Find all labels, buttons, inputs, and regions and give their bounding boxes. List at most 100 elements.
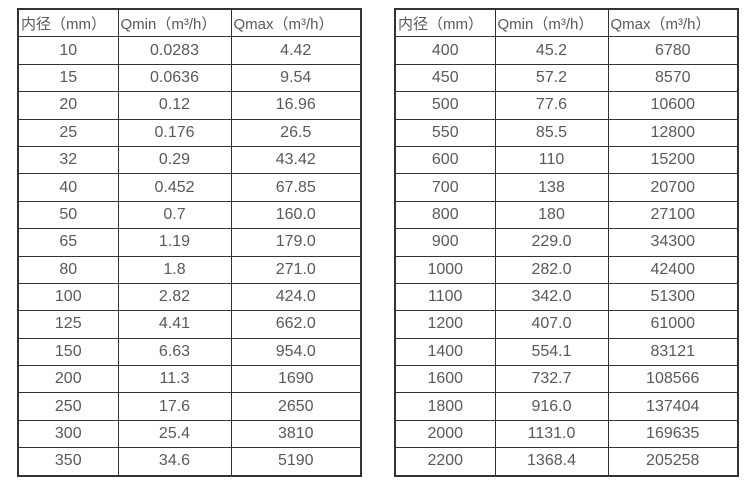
table-cell: 6780 xyxy=(607,36,739,65)
table-row: 50 0.7 160.0 xyxy=(17,200,362,230)
table-cell: 400 xyxy=(394,36,496,65)
table-row: 450 57.2 8570 xyxy=(394,63,739,93)
table-cell: 51300 xyxy=(607,282,739,312)
table-row: 250 17.6 2650 xyxy=(17,392,362,421)
table-cell: 27100 xyxy=(607,200,739,230)
table-cell: 34300 xyxy=(607,228,739,257)
table-cell: 150 xyxy=(17,337,119,367)
table-row: 1600 732.7 108566 xyxy=(394,365,739,394)
table-row: 150 6.63 954.0 xyxy=(17,337,362,367)
table-cell: 1600 xyxy=(394,365,496,394)
table-cell: 424.0 xyxy=(230,282,362,312)
table-row: 1800 916.0 137404 xyxy=(394,392,739,421)
table-cell: 407.0 xyxy=(494,310,609,339)
table-cell: 5190 xyxy=(230,447,362,477)
table-cell: 1200 xyxy=(394,310,496,339)
table-cell: 10600 xyxy=(607,91,739,120)
column-header: Qmin（m³/h） xyxy=(117,8,232,38)
table-cell: 1.19 xyxy=(117,228,232,257)
table-cell: 25.4 xyxy=(117,419,232,449)
table-row: 1400 554.1 83121 xyxy=(394,337,739,367)
table-cell: 1131.0 xyxy=(494,419,609,449)
table-cell: 200 xyxy=(17,365,119,394)
table-cell: 2000 xyxy=(394,419,496,449)
column-header: Qmax（m³/h） xyxy=(230,8,362,38)
table-cell: 15 xyxy=(17,63,119,93)
table-cell: 43.42 xyxy=(230,145,362,175)
table-cell: 2200 xyxy=(394,447,496,477)
table-cell: 0.12 xyxy=(117,91,232,120)
table-cell: 1.8 xyxy=(117,255,232,284)
table-cell: 25 xyxy=(17,118,119,147)
table-cell: 0.0636 xyxy=(117,63,232,93)
table-cell: 108566 xyxy=(607,365,739,394)
table-cell: 61000 xyxy=(607,310,739,339)
table-row: 25 0.176 26.5 xyxy=(17,118,362,147)
table-row: 80 1.8 271.0 xyxy=(17,255,362,284)
table-cell: 900 xyxy=(394,228,496,257)
table-cell: 100 xyxy=(17,282,119,312)
table-cell: 282.0 xyxy=(494,255,609,284)
table-row: 65 1.19 179.0 xyxy=(17,228,362,257)
spec-table-right: 内径（mm） Qmin（m³/h） Qmax（m³/h） 400 45.2 6780 450… xyxy=(394,8,739,477)
table-cell: 954.0 xyxy=(230,337,362,367)
table-row: 100 2.82 424.0 xyxy=(17,282,362,312)
table-cell: 77.6 xyxy=(494,91,609,120)
table-cell: 20 xyxy=(17,91,119,120)
table-cell: 138 xyxy=(494,173,609,202)
table-cell: 2650 xyxy=(230,392,362,421)
table-cell: 600 xyxy=(394,145,496,175)
table-cell: 0.29 xyxy=(117,145,232,175)
table-row: 2200 1368.4 205258 xyxy=(394,447,739,477)
table-cell: 0.176 xyxy=(117,118,232,147)
table-cell: 80 xyxy=(17,255,119,284)
table-cell: 662.0 xyxy=(230,310,362,339)
table-row: 20 0.12 16.96 xyxy=(17,91,362,120)
table-cell: 1800 xyxy=(394,392,496,421)
column-header: 内径（mm） xyxy=(394,8,496,38)
table-cell: 8570 xyxy=(607,63,739,93)
table-cell: 4.42 xyxy=(230,36,362,65)
column-header: 内径（mm） xyxy=(17,8,119,38)
table-row: 15 0.0636 9.54 xyxy=(17,63,362,93)
table-cell: 12800 xyxy=(607,118,739,147)
table-cell: 1368.4 xyxy=(494,447,609,477)
table-row: 900 229.0 34300 xyxy=(394,228,739,257)
table-cell: 169635 xyxy=(607,419,739,449)
table-cell: 271.0 xyxy=(230,255,362,284)
table-cell: 3810 xyxy=(230,419,362,449)
table-row: 1000 282.0 42400 xyxy=(394,255,739,284)
table-row: 800 180 27100 xyxy=(394,200,739,230)
table-cell: 250 xyxy=(17,392,119,421)
table-row: 350 34.6 5190 xyxy=(17,447,362,477)
table-cell: 350 xyxy=(17,447,119,477)
table-cell: 16.96 xyxy=(230,91,362,120)
table-row: 400 45.2 6780 xyxy=(394,36,739,65)
table-cell: 2.82 xyxy=(117,282,232,312)
table-cell: 554.1 xyxy=(494,337,609,367)
header-row: 内径（mm） Qmin（m³/h） Qmax（m³/h） xyxy=(394,8,739,38)
column-header: Qmin（m³/h） xyxy=(494,8,609,38)
table-cell: 160.0 xyxy=(230,200,362,230)
table-cell: 9.54 xyxy=(230,63,362,93)
table-row: 700 138 20700 xyxy=(394,173,739,202)
table-cell: 26.5 xyxy=(230,118,362,147)
table-row: 500 77.6 10600 xyxy=(394,91,739,120)
table-cell: 137404 xyxy=(607,392,739,421)
table-cell: 342.0 xyxy=(494,282,609,312)
table-row: 2000 1131.0 169635 xyxy=(394,419,739,449)
table-cell: 45.2 xyxy=(494,36,609,65)
table-cell: 10 xyxy=(17,36,119,65)
table-cell: 57.2 xyxy=(494,63,609,93)
table-cell: 1000 xyxy=(394,255,496,284)
table-cell: 85.5 xyxy=(494,118,609,147)
table-row: 40 0.452 67.85 xyxy=(17,173,362,202)
table-row: 200 11.3 1690 xyxy=(17,365,362,394)
table-cell: 125 xyxy=(17,310,119,339)
table-row: 1200 407.0 61000 xyxy=(394,310,739,339)
table-cell: 67.85 xyxy=(230,173,362,202)
table-cell: 42400 xyxy=(607,255,739,284)
table-row: 550 85.5 12800 xyxy=(394,118,739,147)
table-cell: 15200 xyxy=(607,145,739,175)
table-cell: 65 xyxy=(17,228,119,257)
